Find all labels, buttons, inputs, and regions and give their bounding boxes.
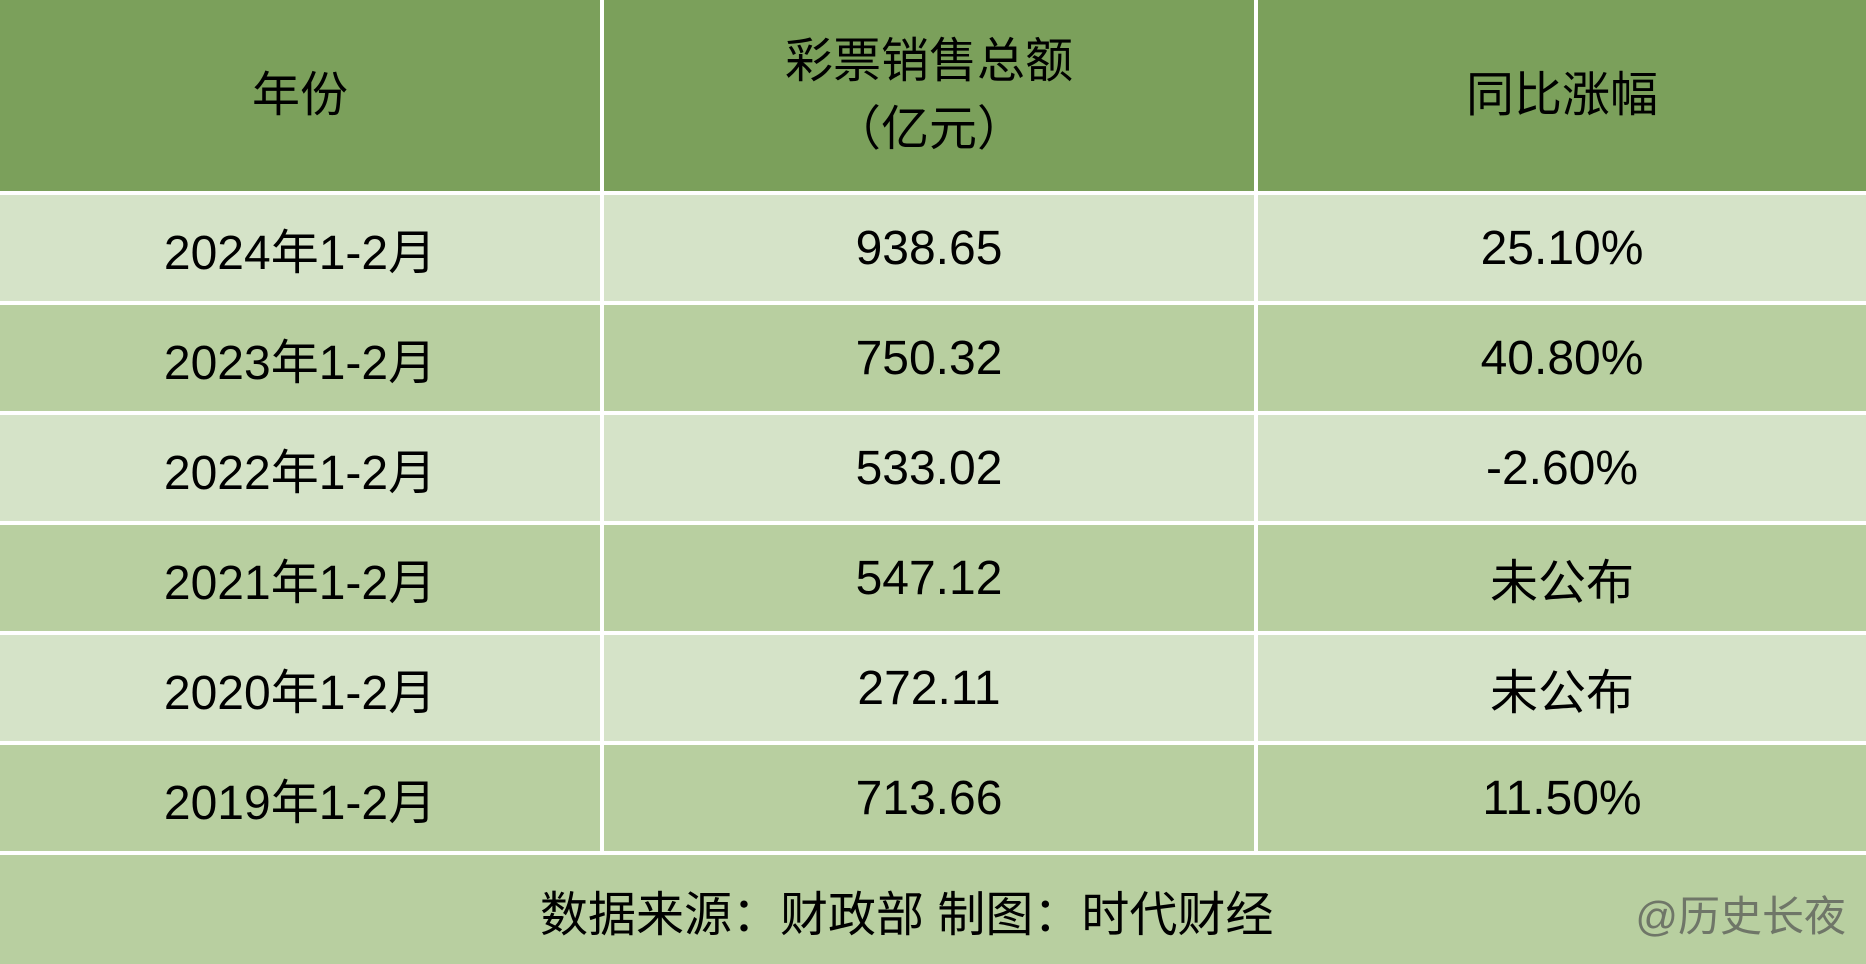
cell-year: 2023年1-2月 xyxy=(0,305,604,415)
cell-sales: 938.65 xyxy=(604,195,1258,305)
cell-year: 2020年1-2月 xyxy=(0,635,604,745)
header-cell-2: 同比涨幅 xyxy=(1258,0,1866,195)
cell-year: 2024年1-2月 xyxy=(0,195,604,305)
table-row: 2021年1-2月547.12未公布 xyxy=(0,525,1866,635)
header-label-line1: 同比涨幅 xyxy=(1466,62,1658,129)
table-row: 2020年1-2月272.11未公布 xyxy=(0,635,1866,745)
cell-growth: 25.10% xyxy=(1258,195,1866,305)
cell-year: 2021年1-2月 xyxy=(0,525,604,635)
footer-source-text: 数据来源：财政部 制图：时代财经 xyxy=(540,875,1273,945)
table-row: 2022年1-2月533.02-2.60% xyxy=(0,415,1866,525)
header-label-line1: 年份 xyxy=(252,62,348,129)
cell-sales: 533.02 xyxy=(604,415,1258,525)
cell-sales: 750.32 xyxy=(604,305,1258,415)
cell-sales: 547.12 xyxy=(604,525,1258,635)
watermark-text: @历史长夜 xyxy=(1635,883,1846,944)
cell-year: 2019年1-2月 xyxy=(0,745,604,855)
cell-sales: 272.11 xyxy=(604,635,1258,745)
cell-sales: 713.66 xyxy=(604,745,1258,855)
table-row: 2024年1-2月938.6525.10% xyxy=(0,195,1866,305)
header-cell-0: 年份 xyxy=(0,0,604,195)
table-header-row: 年份 彩票销售总额（亿元） 同比涨幅 xyxy=(0,0,1866,195)
table-row: 2019年1-2月713.6611.50% xyxy=(0,745,1866,855)
table-row: 2023年1-2月750.3240.80% xyxy=(0,305,1866,415)
cell-growth: 未公布 xyxy=(1258,635,1866,745)
header-cell-1: 彩票销售总额（亿元） xyxy=(604,0,1258,195)
cell-growth: 未公布 xyxy=(1258,525,1866,635)
header-label-line2: （亿元） xyxy=(833,96,1025,163)
header-label-line1: 彩票销售总额 xyxy=(785,28,1073,95)
cell-year: 2022年1-2月 xyxy=(0,415,604,525)
cell-growth: 11.50% xyxy=(1258,745,1866,855)
cell-growth: -2.60% xyxy=(1258,415,1866,525)
cell-growth: 40.80% xyxy=(1258,305,1866,415)
lottery-sales-table: 年份彩票销售总额（亿元）同比涨幅 2024年1-2月938.6525.10%20… xyxy=(0,0,1866,964)
table-footer: 数据来源：财政部 制图：时代财经 @历史长夜 xyxy=(0,855,1866,964)
